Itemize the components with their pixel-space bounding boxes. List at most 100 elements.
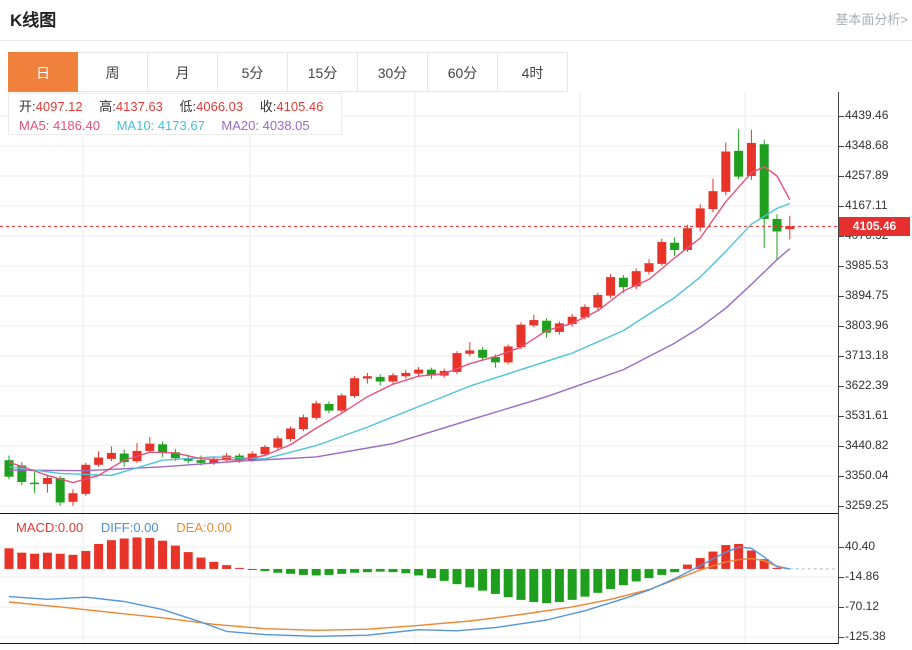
price-axis-label: 3894.75 [845, 288, 889, 302]
open-label: 开: [19, 99, 36, 114]
macd-bar [759, 559, 769, 569]
price-axis-label: 3713.18 [845, 348, 889, 362]
macd-chart-canvas[interactable] [0, 514, 838, 643]
price-axis-label: 4348.68 [845, 138, 889, 152]
ma10-value: 4173.67 [157, 118, 205, 133]
candle-body [196, 460, 206, 463]
macd-bar [247, 568, 257, 571]
macd-label: MACD: [16, 520, 58, 535]
tab-bar: 日周月 5分 15分 30分 60分 4时 [8, 52, 568, 92]
price-badge: 4105.46 [839, 217, 910, 236]
candle-body [324, 403, 334, 411]
macd-bar [119, 538, 129, 569]
macd-bar [4, 548, 14, 569]
macd-bar [158, 540, 168, 569]
fundamental-analysis-link[interactable]: 基本面分析> [835, 12, 908, 27]
ma-row: MA5: 4186.40 MA10: 4173.67 MA20: 4038.05 [19, 116, 341, 135]
macd-axis-label: -125.38 [845, 629, 886, 643]
macd-bar [439, 568, 449, 581]
price-axis-label: 4167.11 [845, 198, 888, 212]
ohlc-row: 开:4097.12 高:4137.63 低:4066.03 收:4105.46 [19, 97, 341, 116]
macd-bar [401, 568, 411, 574]
candle-body [273, 438, 283, 448]
macd-bar [30, 553, 40, 569]
candle-body [631, 271, 641, 287]
tab-m15[interactable]: 15分 [288, 52, 358, 92]
dea-line [8, 557, 790, 632]
macd-bar [721, 545, 731, 569]
price-axis-line [838, 92, 839, 644]
macd-bar [580, 568, 590, 597]
macd-bar [81, 551, 91, 569]
candle-body [145, 443, 155, 451]
macd-bar [106, 540, 116, 569]
macd-bar [644, 568, 654, 579]
candle-body [42, 478, 52, 484]
ma5-value: 4186.40 [52, 118, 100, 133]
macd-readout: MACD:0.00 DIFF:0.00 DEA:0.00 [16, 520, 232, 535]
macd-bar [234, 567, 244, 569]
candle-body [490, 357, 500, 363]
candle-body [529, 320, 539, 326]
candle-body [682, 228, 692, 250]
macd-bar [631, 568, 641, 582]
candle-body [644, 263, 654, 272]
macd-bar [606, 568, 616, 590]
axis-tick [839, 547, 844, 548]
candle-body [183, 458, 193, 461]
macd-bar [68, 554, 78, 569]
tab-m30[interactable]: 30分 [358, 52, 428, 92]
candle-body [414, 369, 424, 374]
candle-body [516, 324, 526, 348]
macd-bar [145, 537, 155, 569]
macd-bar [452, 568, 462, 585]
macd-bar [490, 568, 500, 594]
candle-body [55, 478, 65, 503]
macd-bar [695, 558, 705, 569]
tab-week[interactable]: 周 [78, 52, 148, 92]
bottom-border [0, 643, 838, 644]
close-value: 4105.46 [276, 99, 324, 114]
price-axis-label: 3803.96 [845, 318, 889, 332]
candle-body [580, 306, 590, 318]
axis-tick [839, 386, 844, 387]
tab-m5[interactable]: 5分 [218, 52, 288, 92]
dea-label: DEA: [176, 520, 207, 535]
macd-bar [337, 568, 347, 574]
candle-body [401, 372, 411, 377]
main-chart-canvas[interactable] [0, 92, 838, 514]
macd-bar [503, 568, 513, 598]
tab-day[interactable]: 日 [8, 52, 78, 92]
ma10-label: MA10: [116, 118, 155, 133]
candle-body [746, 142, 756, 176]
macd-value: 0.00 [57, 520, 84, 535]
macd-bar [273, 568, 283, 573]
macd-bar [618, 568, 628, 586]
macd-bar [286, 568, 296, 574]
tab-m60[interactable]: 60分 [428, 52, 498, 92]
price-axis-label: 4257.89 [845, 168, 889, 182]
macd-bar [772, 567, 782, 569]
axis-tick [839, 236, 844, 237]
macd-bar [542, 568, 552, 604]
candle-body [785, 226, 795, 230]
low-value: 4066.03 [196, 99, 244, 114]
low-label: 低: [179, 99, 197, 114]
candle-body [567, 316, 577, 325]
candle-body [68, 493, 78, 502]
macd-bar [465, 568, 475, 588]
macd-bar [593, 568, 603, 593]
axis-tick [839, 637, 844, 638]
macd-bar [298, 568, 308, 575]
macd-bar [55, 553, 65, 569]
candle-body [17, 465, 27, 482]
macd-bar [170, 545, 180, 569]
macd-bar [388, 568, 398, 573]
tab-h4[interactable]: 4时 [498, 52, 568, 92]
candle-body [670, 242, 680, 250]
tab-month[interactable]: 月 [148, 52, 218, 92]
macd-axis-label: 40.40 [845, 539, 876, 553]
candle-body [350, 378, 360, 397]
macd-bar [670, 568, 680, 573]
axis-tick [839, 296, 844, 297]
